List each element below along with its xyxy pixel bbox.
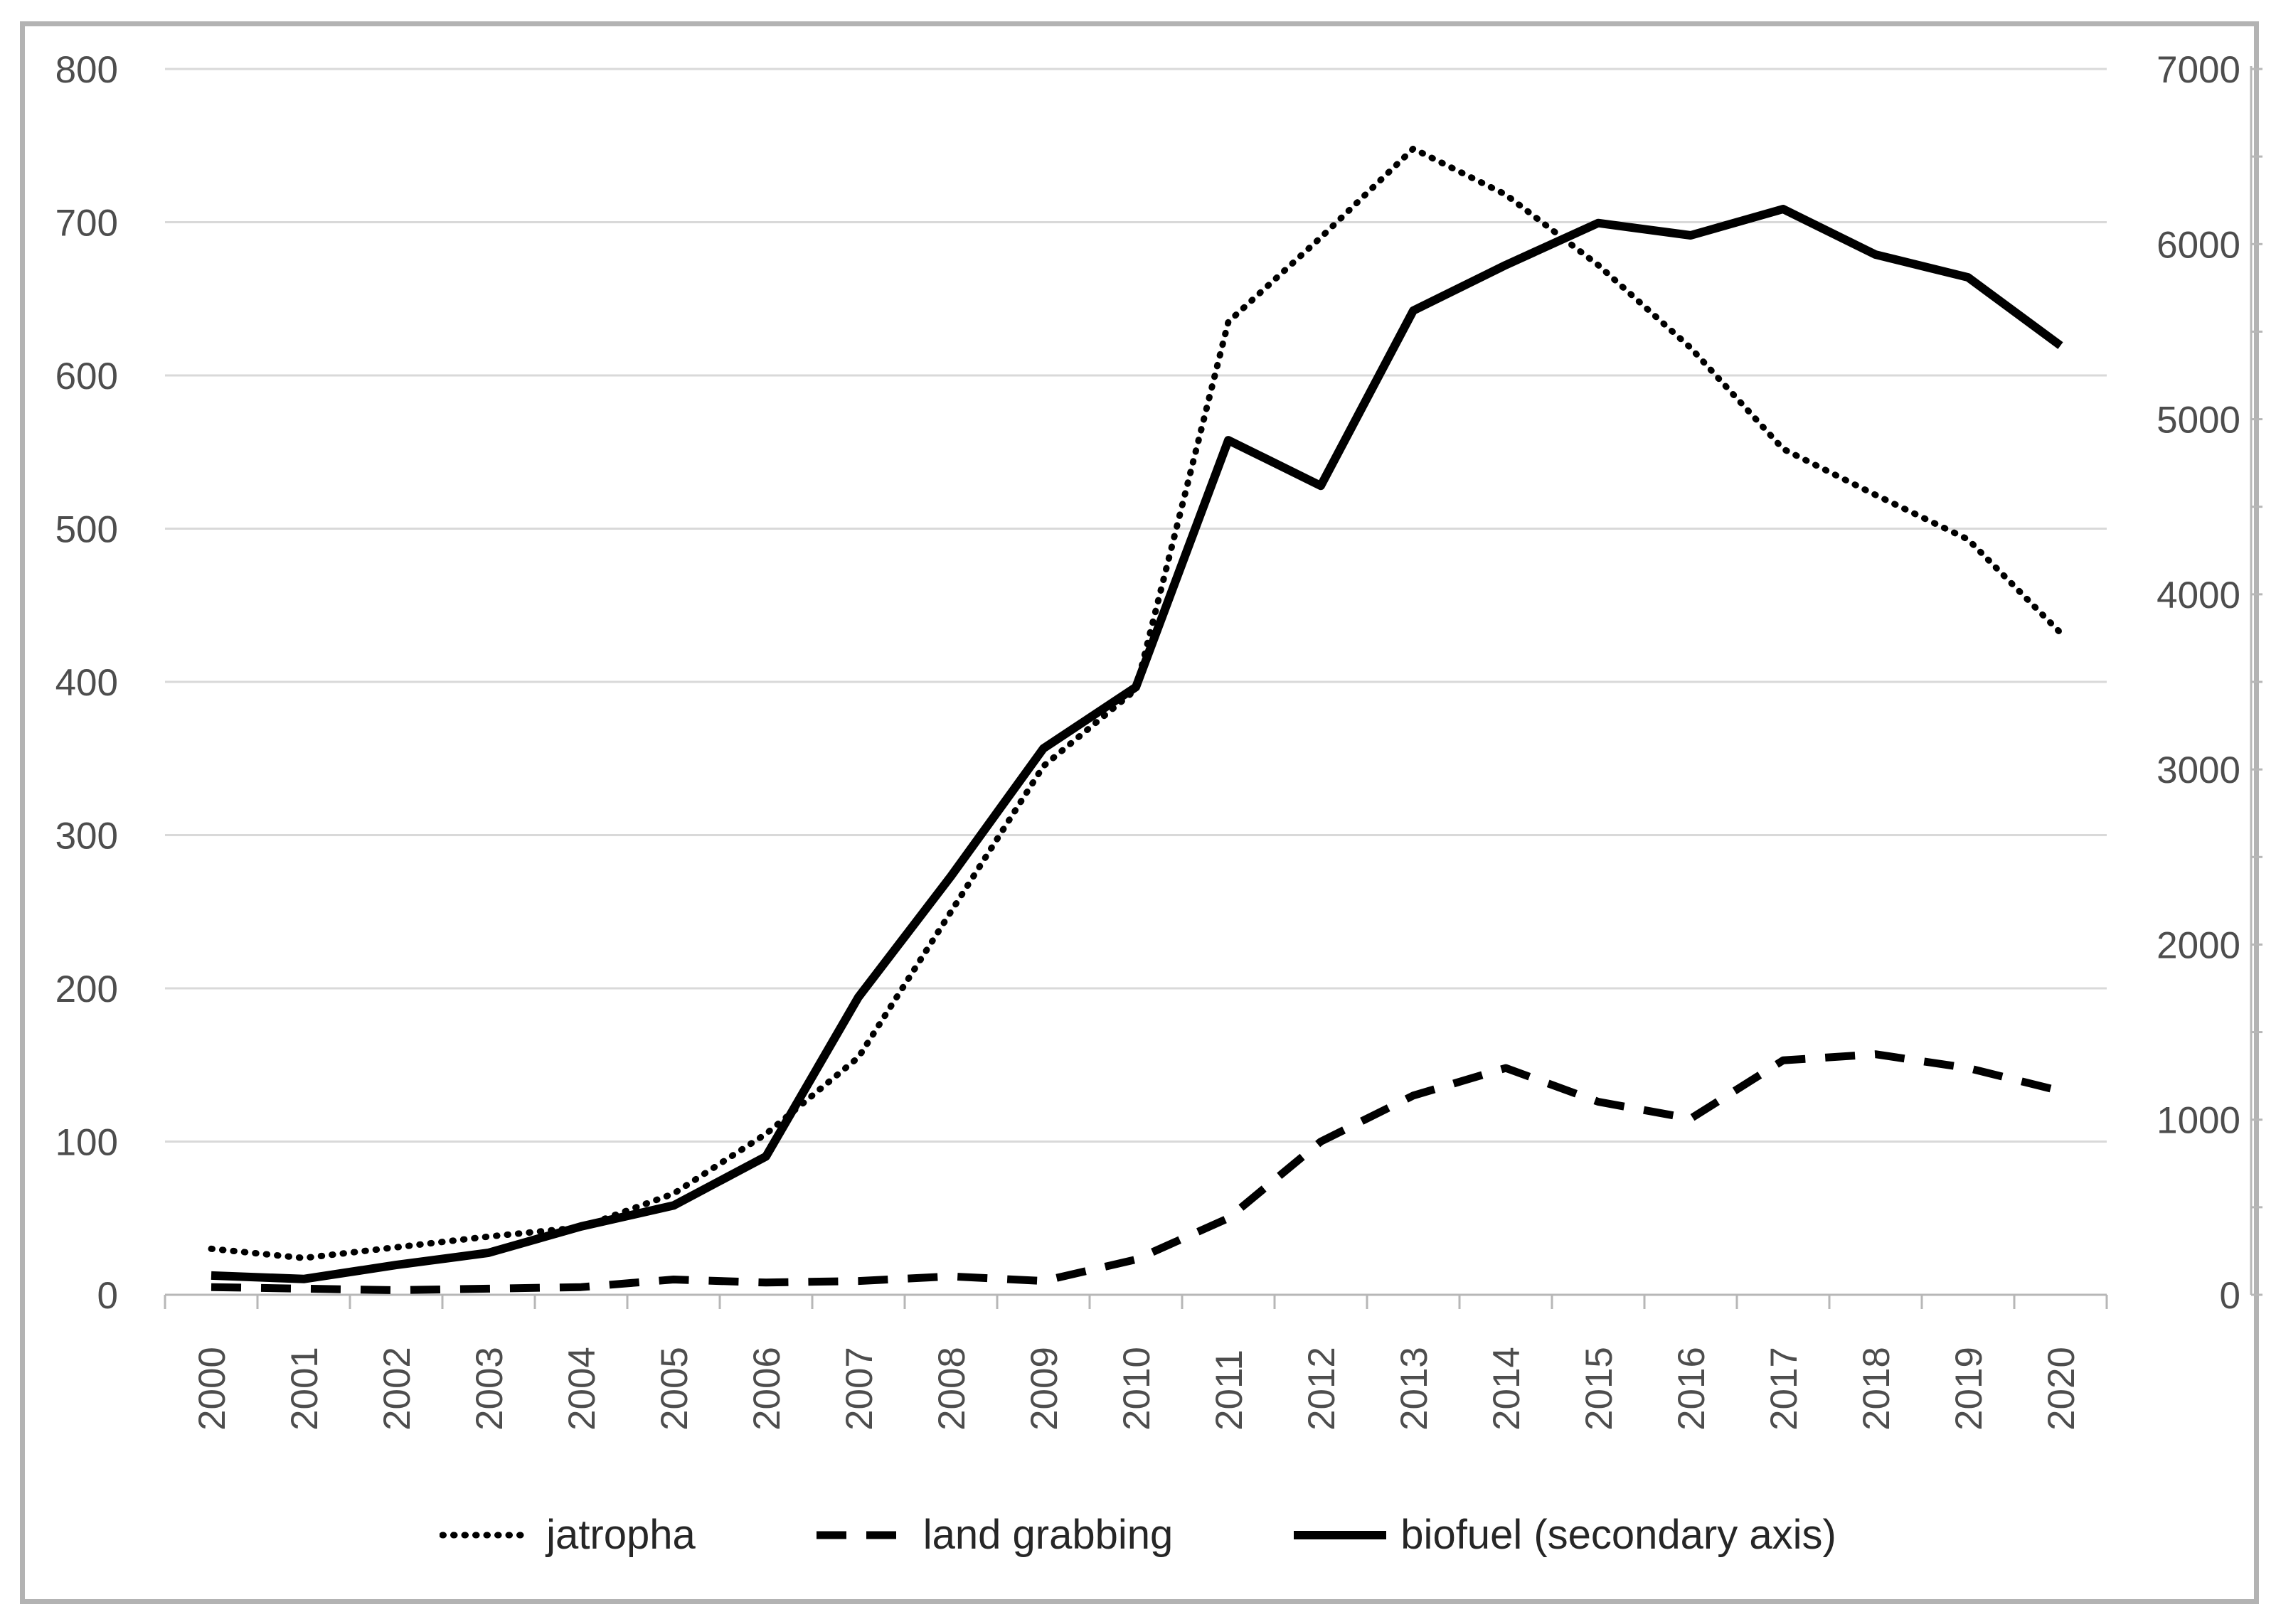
left-axis-tick-label: 200 — [55, 968, 118, 1010]
x-axis-year-label: 2020 — [2041, 1347, 2083, 1431]
left-axis-tick-label: 800 — [55, 49, 118, 91]
left-axis-tick-label: 300 — [55, 816, 118, 858]
left-axis-tick-label: 600 — [55, 356, 118, 397]
left-axis-tick-label: 100 — [55, 1122, 118, 1164]
land-grabbing-series-line — [211, 1050, 2062, 1294]
x-axis-year-label: 2008 — [931, 1347, 973, 1431]
dashed-line-icon — [816, 1531, 909, 1539]
left-axis-tick-label: 700 — [55, 203, 118, 245]
x-axis-year-label: 2016 — [1671, 1347, 1713, 1431]
left-axis-tick-label: 500 — [55, 509, 118, 551]
right-axis-tick-label: 6000 — [2157, 224, 2240, 266]
right-axis-tick-label: 1000 — [2157, 1100, 2240, 1142]
x-axis-year-label: 2002 — [376, 1347, 418, 1431]
x-axis-year-label: 2014 — [1486, 1347, 1528, 1431]
x-axis-year-label: 2011 — [1208, 1350, 1250, 1431]
solid-line-icon — [1294, 1530, 1387, 1539]
x-axis-year-label: 2009 — [1023, 1347, 1065, 1431]
left-axis-tick-label: 0 — [97, 1275, 118, 1317]
biofuel-secondary-axis-series-line — [211, 205, 2063, 1283]
right-axis-tick-label: 2000 — [2157, 924, 2240, 966]
x-axis-year-label: 2006 — [746, 1347, 788, 1431]
dotted-line-icon — [440, 1532, 533, 1538]
legend-label-land-grabbing: land grabbing — [922, 1512, 1174, 1558]
jatropha-series-line — [208, 145, 2064, 1261]
right-axis-tick-label: 3000 — [2157, 749, 2240, 791]
legend-item-jatropha: jatropha — [440, 1511, 696, 1559]
x-axis-year-label: 2015 — [1578, 1347, 1620, 1431]
right-axis-tick-label: 4000 — [2157, 575, 2240, 616]
chart-frame-border — [20, 21, 2259, 1604]
x-axis-year-label: 2000 — [191, 1347, 233, 1431]
chart-legend: jatropha land grabbing biofuel (secondar… — [0, 1511, 2276, 1559]
x-axis-year-label: 2019 — [1948, 1347, 1990, 1431]
left-axis-tick-label: 400 — [55, 662, 118, 704]
x-axis-year-label: 2018 — [1856, 1347, 1898, 1431]
x-axis-year-label: 2003 — [469, 1347, 511, 1431]
x-axis-year-label: 2004 — [561, 1347, 603, 1431]
right-axis-tick-label: 7000 — [2157, 49, 2240, 91]
x-axis-year-label: 2007 — [839, 1347, 881, 1431]
x-axis-year-label: 2010 — [1116, 1347, 1158, 1431]
right-axis-tick-label: 5000 — [2157, 400, 2240, 442]
legend-item-biofuel: biofuel (secondary axis) — [1294, 1511, 1836, 1559]
legend-item-land-grabbing: land grabbing — [816, 1511, 1174, 1559]
x-axis-year-label: 2001 — [284, 1347, 326, 1431]
x-axis-year-label: 2017 — [1763, 1347, 1805, 1431]
x-axis-year-label: 2005 — [654, 1347, 696, 1431]
x-axis-year-label: 2013 — [1393, 1347, 1435, 1431]
x-axis-year-label: 2012 — [1301, 1347, 1343, 1431]
right-axis-tick-label: 0 — [2220, 1275, 2240, 1317]
legend-label-biofuel: biofuel (secondary axis) — [1400, 1512, 1836, 1558]
legend-label-jatropha: jatropha — [546, 1512, 696, 1558]
